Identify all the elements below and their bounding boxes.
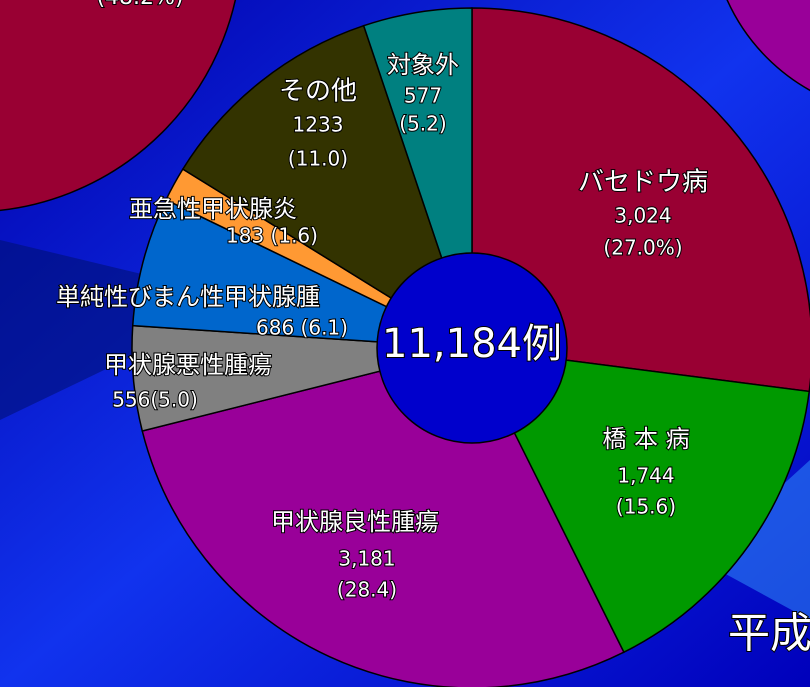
value-label: 686 (6.1) — [256, 316, 348, 340]
percent-label: (15.6) — [616, 495, 676, 519]
streak — [700, 460, 810, 620]
background-pie — [0, 0, 237, 212]
category-label: バセドウ病 — [578, 168, 708, 198]
category-label: 甲状腺良性腫瘍 — [271, 508, 439, 536]
category-label: 甲状腺悪性腫瘍 — [104, 351, 272, 379]
center-label: 11,184例 — [382, 321, 562, 367]
slice — [471, 7, 810, 393]
category-label: その他 — [279, 77, 357, 107]
value-label: 556(5.0) — [112, 388, 198, 412]
slice — [470, 347, 810, 654]
percent-label: (28.4) — [337, 578, 397, 602]
background-label: (48.2%) — [96, 0, 183, 10]
value-label: 3,181 — [338, 547, 395, 571]
category-label: 亜急性甲状腺炎 — [129, 195, 297, 223]
center-hole — [376, 252, 568, 444]
value-label: 1,744 — [617, 464, 674, 488]
category-label: 単純性びまん性甲状腺腫 — [56, 283, 320, 311]
percent-label: (27.0%) — [603, 236, 682, 260]
percent-label: (5.2) — [399, 112, 446, 136]
value-label: 1233 — [293, 113, 344, 137]
slice — [181, 24, 474, 350]
category-label: 対象外 — [387, 51, 459, 79]
value-label: 183 (1.6) — [226, 224, 318, 248]
value-label: 577 — [404, 84, 442, 108]
percent-label: (11.0) — [288, 147, 348, 171]
category-label: 橋 本 病 — [602, 425, 689, 453]
background-label: 平成 — [728, 609, 810, 658]
background-pie — [726, 0, 810, 92]
value-label: 3,024 — [614, 204, 671, 228]
